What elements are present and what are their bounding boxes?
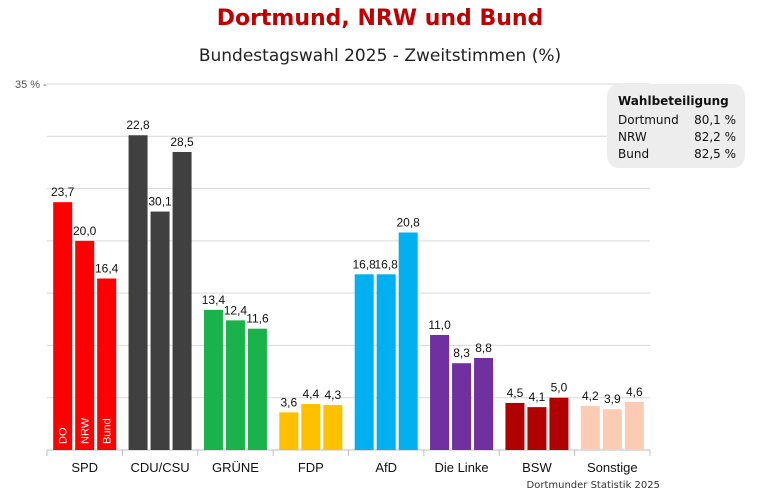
- category-label: AfD: [375, 460, 397, 475]
- source-note: Dortmunder Statistik 2025: [526, 480, 660, 491]
- data-label: 4,1: [529, 390, 546, 404]
- bar-spd-nrw: [75, 240, 95, 450]
- bar-cdu-csu-do: [128, 135, 148, 451]
- bar-afd-nrw: [376, 274, 396, 450]
- data-label: 8,8: [475, 341, 492, 355]
- turnout-label: Bund: [618, 147, 650, 161]
- y-tick-label: 35 % -: [15, 79, 47, 91]
- category-label: CDU/CSU: [130, 460, 189, 475]
- category-label: Die Linke: [434, 460, 488, 475]
- bars-group: [53, 135, 644, 451]
- turnout-value: 82,2 %: [694, 130, 736, 144]
- chart-title: Dortmund, NRW und Bund: [216, 6, 544, 31]
- data-label: 16,8: [353, 257, 377, 271]
- category-label: BSW: [522, 460, 552, 475]
- data-label: 20,8: [397, 215, 421, 229]
- bar-gr-ne-nrw: [225, 320, 245, 450]
- data-label: 30,1: [148, 195, 172, 209]
- data-label: 8,3: [453, 346, 470, 360]
- bar-cdu-csu-bund: [172, 151, 192, 450]
- bar-spd-do: [53, 202, 73, 450]
- in-bar-series-label: NRW: [80, 417, 92, 444]
- turnout-value: 82,5 %: [694, 147, 736, 161]
- turnout-label: Dortmund: [618, 113, 679, 127]
- bar-die-linke-do: [430, 334, 450, 450]
- category-label: GRÜNE: [212, 460, 259, 475]
- data-label: 4,2: [582, 389, 599, 403]
- bar-die-linke-bund: [474, 357, 494, 450]
- data-label: 5,0: [551, 381, 568, 395]
- data-label: 13,4: [202, 293, 226, 307]
- bar-gr-ne-bund: [247, 328, 267, 450]
- data-label: 11,6: [246, 312, 269, 326]
- category-label: Sonstige: [587, 460, 638, 475]
- bar-afd-bund: [398, 232, 418, 450]
- data-label: 16,8: [375, 257, 399, 271]
- bar-afd-do: [354, 274, 374, 450]
- bar-sonstige-nrw: [602, 409, 622, 450]
- bar-bsw-bund: [549, 397, 569, 450]
- category-label: FDP: [298, 460, 324, 475]
- bar-spd-bund: [97, 278, 117, 450]
- data-label: 4,5: [507, 386, 524, 400]
- data-label: 3,9: [604, 392, 621, 406]
- in-bar-series-label: Bund: [102, 418, 114, 444]
- chart-subtitle: Bundestagswahl 2025 - Zweitstimmen (%): [198, 46, 562, 66]
- data-label: 3,6: [280, 395, 297, 409]
- turnout-title: Wahlbeteiligung: [618, 94, 729, 108]
- data-label: 4,4: [302, 387, 319, 401]
- data-label: 11,0: [428, 318, 451, 332]
- turnout-label: NRW: [618, 130, 647, 144]
- data-label: 16,4: [95, 262, 119, 276]
- bar-sonstige-do: [580, 406, 600, 450]
- bar-cdu-csu-nrw: [150, 211, 170, 450]
- bar-bsw-nrw: [527, 407, 547, 450]
- bar-fdp-do: [279, 412, 299, 450]
- category-label: SPD: [71, 460, 98, 475]
- bar-die-linke-nrw: [452, 363, 472, 450]
- data-label: 22,8: [126, 118, 150, 132]
- data-label: 4,3: [324, 388, 341, 402]
- data-label: 20,0: [73, 224, 97, 238]
- bar-sonstige-bund: [624, 401, 644, 450]
- data-label: 23,7: [51, 185, 75, 199]
- bar-gr-ne-do: [203, 309, 223, 450]
- turnout-value: 80,1 %: [694, 113, 736, 127]
- in-bar-series-label: DO: [58, 427, 70, 444]
- bar-fdp-bund: [323, 405, 343, 450]
- bar-bsw-do: [505, 402, 525, 450]
- bar-fdp-nrw: [301, 403, 321, 450]
- data-label: 12,4: [224, 303, 248, 317]
- turnout-box: Wahlbeteiligung Dortmund 80,1 % NRW 82,2…: [607, 84, 745, 168]
- labels-group: 35 % - 23,7 20,0 16,4 SPD 22,8 30,1 28,5 CDU/CSU…: [15, 79, 643, 475]
- data-label: 4,6: [626, 385, 643, 399]
- data-label: 28,5: [170, 135, 194, 149]
